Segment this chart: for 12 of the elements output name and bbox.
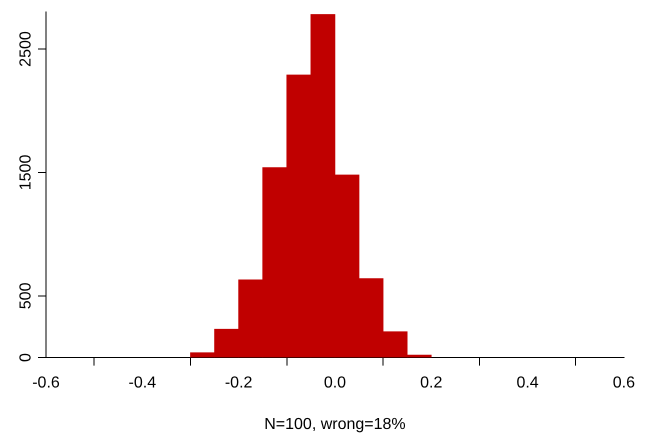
x-tick-label: -0.4	[128, 374, 156, 392]
x-axis-title: N=100, wrong=18%	[264, 416, 406, 433]
x-tick-label: 0.0	[324, 374, 346, 392]
x-tick-label: -0.2	[224, 374, 253, 392]
x-tick-label: 0.2	[420, 374, 442, 392]
y-tick-label: 0	[17, 353, 34, 362]
x-tick-label: -0.6	[32, 374, 60, 392]
x-tick-label: 0.6	[612, 374, 636, 392]
y-tick-label: 2500	[17, 31, 34, 67]
y-tick-label: 500	[17, 282, 34, 310]
y-tick-label: 1500	[17, 154, 34, 190]
x-tick-label: 0.4	[516, 374, 539, 392]
